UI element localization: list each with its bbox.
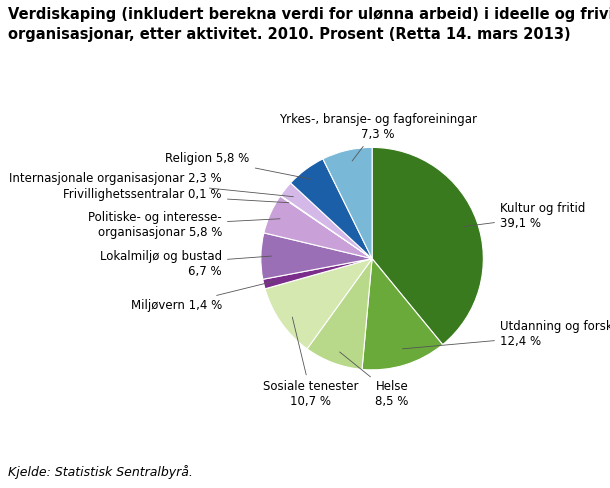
Wedge shape xyxy=(263,259,372,289)
Text: Yrkes-, bransje- og fagforeiningar
7,3 %: Yrkes-, bransje- og fagforeiningar 7,3 % xyxy=(279,113,476,161)
Text: Kultur og fritid
39,1 %: Kultur og fritid 39,1 % xyxy=(464,203,586,230)
Text: Frivillighetssentralar 0,1 %: Frivillighetssentralar 0,1 % xyxy=(63,187,289,203)
Text: organisasjonar, etter aktivitet. 2010. Prosent (Retta 14. mars 2013): organisasjonar, etter aktivitet. 2010. P… xyxy=(8,27,570,42)
Wedge shape xyxy=(280,196,372,259)
Text: Religion 5,8 %: Religion 5,8 % xyxy=(165,152,311,179)
Text: Verdiskaping (inkludert berekna verdi for ulønna arbeid) i ideelle og frivillige: Verdiskaping (inkludert berekna verdi fo… xyxy=(8,7,610,22)
Text: Miljøvern 1,4 %: Miljøvern 1,4 % xyxy=(131,281,274,312)
Text: Utdanning og forsking
12,4 %: Utdanning og forsking 12,4 % xyxy=(403,320,610,349)
Wedge shape xyxy=(261,233,372,279)
Wedge shape xyxy=(264,196,372,259)
Text: Lokalmiljø og bustad
6,7 %: Lokalmiljø og bustad 6,7 % xyxy=(100,250,271,278)
Wedge shape xyxy=(362,259,443,370)
Text: Politiske- og interesse-
organisasjonar 5,8 %: Politiske- og interesse- organisasjonar … xyxy=(88,211,280,239)
Wedge shape xyxy=(323,147,372,259)
Text: Sosiale tenester
10,7 %: Sosiale tenester 10,7 % xyxy=(263,317,359,408)
Text: Internasjonale organisasjonar 2,3 %: Internasjonale organisasjonar 2,3 % xyxy=(9,172,293,197)
Text: Kjelde: Statistisk Sentralbyrå.: Kjelde: Statistisk Sentralbyrå. xyxy=(8,465,193,479)
Wedge shape xyxy=(372,147,483,345)
Wedge shape xyxy=(290,159,372,259)
Wedge shape xyxy=(307,259,372,369)
Text: Helse
8,5 %: Helse 8,5 % xyxy=(340,352,409,408)
Wedge shape xyxy=(281,183,372,259)
Wedge shape xyxy=(265,259,372,349)
